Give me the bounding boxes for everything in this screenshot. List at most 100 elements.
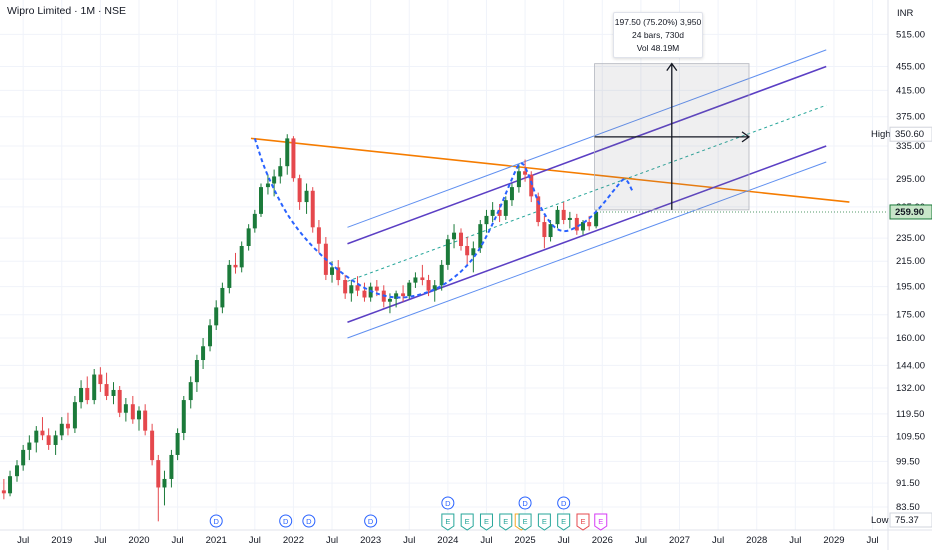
candle-body xyxy=(201,346,206,361)
candle-body xyxy=(297,178,302,203)
time-tick-label: 2019 xyxy=(51,535,72,546)
candle-body xyxy=(14,465,19,477)
candle-body xyxy=(233,264,238,268)
candle-body xyxy=(265,183,270,188)
time-tick-label: Jul xyxy=(480,535,492,546)
channel-line xyxy=(347,65,827,245)
candle-body xyxy=(117,389,122,413)
earnings-marker-letter: E xyxy=(445,517,450,526)
channel-line xyxy=(347,161,827,339)
candle-body xyxy=(394,293,399,299)
candle-body xyxy=(343,280,348,294)
dividend-marker-icon xyxy=(302,514,316,528)
high-value-tag xyxy=(889,126,932,142)
channel-line xyxy=(347,145,827,324)
candle-body xyxy=(542,222,547,238)
candle-body xyxy=(458,232,463,246)
candle-body xyxy=(432,285,437,291)
earnings-marker-letter: E xyxy=(561,517,566,526)
candle-body xyxy=(208,325,213,347)
time-tick-label: 2020 xyxy=(128,535,149,546)
currency-label[interactable]: INR xyxy=(897,8,914,19)
drawing-tools[interactable] xyxy=(250,49,850,339)
candle-body xyxy=(523,171,528,175)
candlestick-series xyxy=(1,134,599,522)
earnings-marker-icon xyxy=(499,513,513,531)
candle-body xyxy=(516,171,521,188)
candle-body xyxy=(291,138,296,179)
candle-body xyxy=(130,404,135,420)
event-markers[interactable]: DDDDDDDEEEEEEEEEE xyxy=(209,496,608,531)
time-tick-label: Jul xyxy=(326,535,338,546)
time-tick-label: 2021 xyxy=(206,535,227,546)
price-tick-label: 144.00 xyxy=(896,360,925,371)
time-tick-label: Jul xyxy=(635,535,647,546)
candle-body xyxy=(330,267,335,275)
mid-line xyxy=(347,104,827,282)
candle-body xyxy=(548,224,553,238)
price-tick-label: 415.00 xyxy=(896,85,925,96)
dividend-marker-icon xyxy=(441,496,455,510)
candle-body xyxy=(98,374,103,385)
candle-body xyxy=(143,410,148,431)
candle-body xyxy=(136,410,141,420)
candle-body xyxy=(407,282,412,297)
arrow-right-head xyxy=(741,131,751,143)
candle-body xyxy=(194,360,199,383)
price-tick-label: 99.50 xyxy=(896,456,920,467)
candle-body xyxy=(188,382,193,401)
candle-body xyxy=(65,423,70,429)
last-price-tag xyxy=(889,204,932,220)
candle-body xyxy=(27,442,32,450)
channel-line xyxy=(347,49,827,228)
price-tick-label: 195.00 xyxy=(896,282,925,293)
candle-body xyxy=(220,287,225,308)
projection-box[interactable] xyxy=(594,62,751,211)
price-tick-label: 109.50 xyxy=(896,432,925,443)
earnings-marker-icon xyxy=(537,513,551,531)
candle-body xyxy=(227,264,232,288)
time-axis[interactable]: Jul 2019 Jul 2020 Jul 2021 Jul 2022 Jul 2023 Jul 20… xyxy=(17,535,879,546)
dividend-marker-icon xyxy=(557,496,571,510)
candle-body xyxy=(529,174,534,197)
dividend-marker-letter: D xyxy=(283,517,289,526)
candle-body xyxy=(53,435,58,445)
candle-body xyxy=(555,209,560,225)
candle-body xyxy=(401,293,406,297)
low-value-tag xyxy=(889,512,932,528)
candle-body xyxy=(46,435,51,445)
time-tick-label: 2025 xyxy=(515,535,536,546)
candle-body xyxy=(239,245,244,268)
time-tick-label: 2024 xyxy=(437,535,458,546)
candle-body xyxy=(85,387,90,401)
candle-body xyxy=(34,430,39,443)
time-tick-label: 2026 xyxy=(592,535,613,546)
time-tick-label: Jul xyxy=(712,535,724,546)
candle-body xyxy=(150,430,155,461)
price-tick-label: 455.00 xyxy=(896,61,925,72)
dividend-marker-letter: D xyxy=(561,499,567,508)
candle-body xyxy=(471,248,476,256)
candle-body xyxy=(484,215,489,225)
dividend-marker-letter: D xyxy=(213,517,219,526)
candle-body xyxy=(278,166,283,177)
candle-body xyxy=(72,402,77,429)
time-tick-label: Jul xyxy=(866,535,878,546)
candle-body xyxy=(536,196,541,223)
candle-body xyxy=(181,400,186,433)
candle-body xyxy=(1,490,6,494)
dividend-marker-letter: D xyxy=(306,517,312,526)
time-tick-label: Jul xyxy=(172,535,184,546)
time-tick-label: Jul xyxy=(403,535,415,546)
price-axis[interactable]: 515.00455.00415.00375.00335.00295.00265.… xyxy=(600,29,932,528)
candle-body xyxy=(79,387,84,403)
earnings-marker-icon xyxy=(518,513,532,531)
candle-body xyxy=(156,460,161,488)
time-tick-label: Jul xyxy=(789,535,801,546)
candle-body xyxy=(104,384,109,396)
dividend-marker-letter: D xyxy=(368,517,374,526)
earnings-marker-icon xyxy=(460,513,474,531)
candle-body xyxy=(8,476,13,494)
trend-line xyxy=(250,137,850,203)
